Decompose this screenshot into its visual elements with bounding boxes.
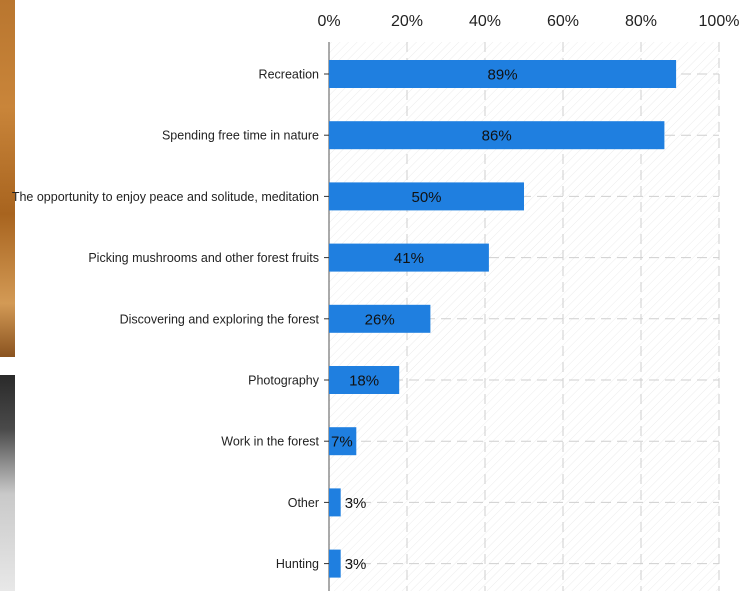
x-tick-label: 0% [317,13,340,30]
bar [329,304,431,333]
category-label: Recreation [259,68,319,82]
data-label: 3% [345,495,367,512]
data-label: 18% [349,373,379,390]
category-label: Work in the forest [221,435,319,449]
background-photo-wood [0,0,15,357]
data-label: 41% [394,250,424,267]
bar [329,121,665,150]
category-label: Other [288,496,319,510]
bar [329,60,677,88]
x-tick-label: 20% [391,13,423,30]
bar [329,427,357,456]
bar [329,182,524,211]
category-label: Discovering and exploring the forest [120,312,320,326]
data-label: 3% [345,556,367,573]
bar [329,549,341,578]
category-label: Picking mushrooms and other forest fruit… [88,251,319,265]
background-photo-device [0,375,15,591]
x-tick-label: 80% [625,13,657,30]
bar [329,488,341,517]
data-label: 7% [331,434,353,451]
x-tick-label: 100% [699,13,740,30]
bar [329,243,489,272]
data-label: 86% [482,128,512,145]
x-tick-label: 60% [547,13,579,30]
category-label: Hunting [276,557,319,571]
category-label: Photography [248,374,320,388]
category-label: The opportunity to enjoy peace and solit… [12,190,319,204]
bar [329,366,400,394]
category-label: Spending free time in nature [162,129,319,143]
data-label: 50% [411,189,441,206]
data-label: 26% [365,311,395,328]
x-tick-label: 40% [469,13,501,30]
data-label: 89% [488,67,518,84]
